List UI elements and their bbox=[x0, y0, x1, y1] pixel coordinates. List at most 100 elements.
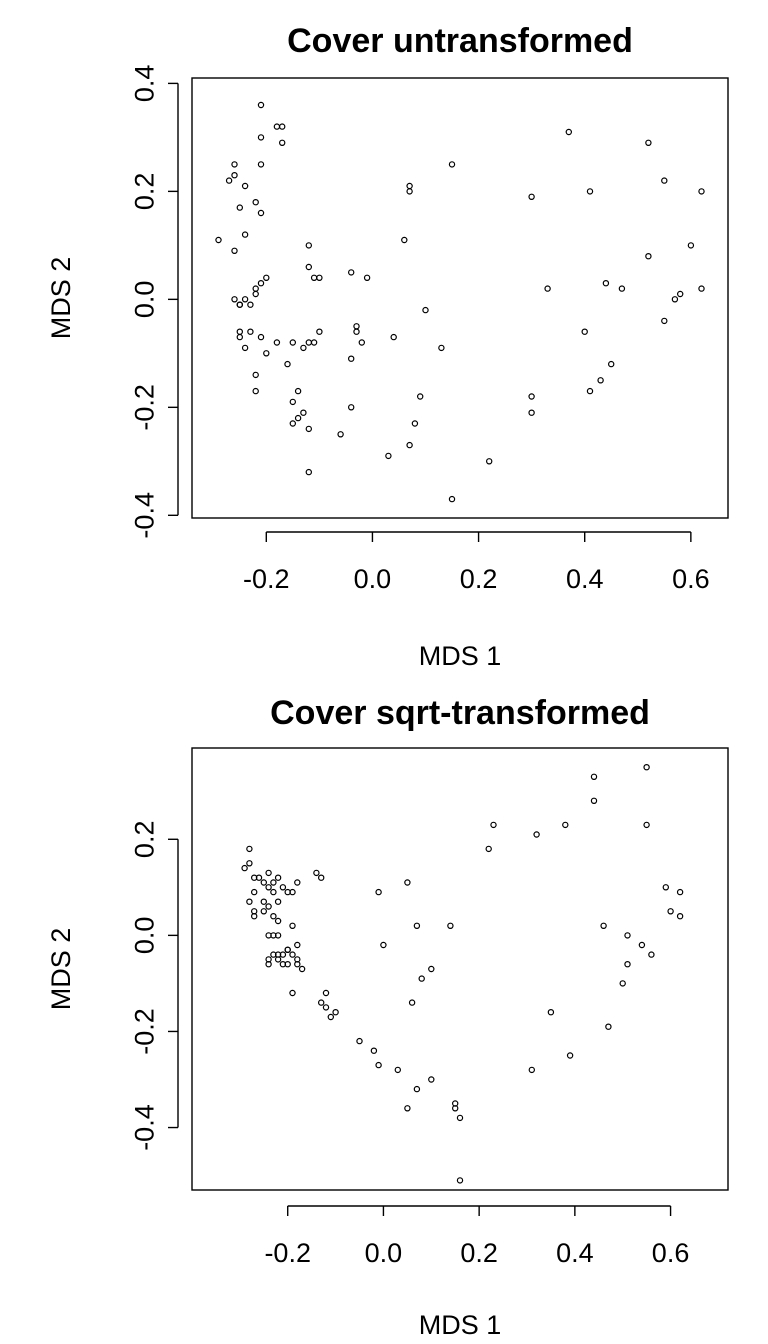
scatter-point bbox=[447, 922, 454, 930]
scatter-point bbox=[452, 1100, 459, 1107]
scatter-point bbox=[528, 409, 535, 416]
scatter-point bbox=[353, 328, 360, 335]
scatter-point bbox=[241, 231, 249, 238]
scatter-point bbox=[645, 253, 652, 260]
scatter-point bbox=[390, 333, 397, 341]
scatter-point bbox=[265, 903, 272, 910]
scatter-point bbox=[289, 420, 296, 427]
scatter-point bbox=[305, 242, 312, 249]
scatter-point bbox=[676, 913, 684, 920]
scatter-point bbox=[310, 274, 318, 281]
scatter-point bbox=[231, 247, 238, 254]
scatter-point bbox=[252, 371, 259, 379]
scatter-point bbox=[667, 908, 674, 915]
scatter-point bbox=[448, 495, 456, 503]
scatter-point bbox=[247, 328, 254, 335]
scatter-point bbox=[298, 965, 306, 973]
x-axis: -0.2 0.0 0.2 0.4 0.6 bbox=[243, 531, 710, 594]
scatter-point bbox=[322, 989, 330, 997]
y-axis-label: MDS 2 bbox=[46, 257, 76, 340]
scatter-point bbox=[404, 1105, 411, 1112]
scatter-point bbox=[263, 350, 270, 357]
scatter-point bbox=[448, 161, 456, 168]
scatter-point bbox=[289, 339, 296, 346]
scatter-point bbox=[528, 393, 535, 400]
x-tick-label: 0.2 bbox=[460, 564, 498, 594]
scatter-point bbox=[404, 879, 411, 886]
scatter-point bbox=[284, 961, 291, 968]
scatter-point bbox=[241, 296, 249, 303]
scatter-point bbox=[590, 797, 598, 805]
y-tick-label: 0.4 bbox=[129, 65, 159, 103]
scatter-point bbox=[608, 360, 615, 368]
scatter-point bbox=[418, 975, 425, 982]
scatter-point bbox=[265, 961, 272, 968]
scatter-point bbox=[289, 888, 296, 896]
scatter-point bbox=[252, 290, 259, 298]
scatter-point bbox=[332, 1009, 339, 1016]
y-tick-label: 0.0 bbox=[129, 281, 159, 319]
scatter-point bbox=[356, 1037, 363, 1045]
scatter-point bbox=[375, 888, 382, 896]
scatter-point bbox=[225, 177, 233, 184]
x-tick-label: 0.2 bbox=[460, 1238, 498, 1268]
scatter-point bbox=[348, 355, 355, 362]
scatter-point bbox=[638, 941, 646, 949]
scatter-point bbox=[624, 932, 631, 939]
scatter-point bbox=[274, 951, 282, 958]
scatter-point bbox=[279, 139, 286, 146]
scatter-point bbox=[597, 377, 604, 384]
scatter-point bbox=[241, 864, 248, 872]
scatter-point bbox=[456, 1177, 464, 1184]
chart-panel-sqrt-transformed: Cover sqrt-transformed -0.2 0.0 0.2 0.4 0.6 … bbox=[46, 694, 729, 1340]
scatter-point bbox=[279, 884, 287, 891]
scatter-point bbox=[624, 961, 631, 968]
scatter-point bbox=[318, 999, 325, 1006]
y-tick-label: -0.4 bbox=[129, 492, 159, 539]
scatter-point bbox=[566, 1052, 574, 1059]
x-tick-label: 0.0 bbox=[365, 1238, 403, 1268]
scatter-point bbox=[316, 274, 323, 281]
scatter-point bbox=[698, 188, 705, 195]
scatter-point bbox=[380, 941, 387, 949]
scatter-point bbox=[348, 269, 355, 276]
x-tick-label: 0.6 bbox=[672, 564, 710, 594]
x-tick-label: 0.6 bbox=[652, 1238, 690, 1268]
scatter-point bbox=[363, 274, 371, 281]
scatter-point bbox=[273, 339, 281, 346]
scatter-point bbox=[408, 999, 416, 1006]
scatter-point bbox=[274, 898, 282, 905]
y-tick-label: 0.2 bbox=[129, 173, 159, 211]
scatter-point bbox=[294, 414, 302, 422]
scatter-point bbox=[375, 1061, 382, 1069]
x-tick-label: 0.4 bbox=[556, 1238, 594, 1268]
scatter-point bbox=[322, 1004, 330, 1011]
scatter-point bbox=[270, 888, 277, 896]
scatter-point bbox=[257, 280, 265, 287]
scatter-point bbox=[370, 1047, 378, 1054]
scatter-point bbox=[661, 177, 668, 184]
y-axis: -0.4 -0.2 0.0 0.2 bbox=[129, 821, 179, 1151]
scatter-point bbox=[274, 932, 282, 939]
scatter-point bbox=[528, 1066, 536, 1074]
scatter-point bbox=[671, 296, 679, 303]
scatter-point bbox=[255, 874, 263, 881]
scatter-point bbox=[358, 339, 365, 346]
scatter-point bbox=[648, 951, 655, 958]
scatter-point bbox=[600, 922, 607, 930]
scatter-point bbox=[676, 888, 684, 896]
scatter-point bbox=[252, 198, 259, 206]
x-tick-label: -0.2 bbox=[264, 1238, 311, 1268]
scatter-point bbox=[406, 188, 413, 195]
scatter-point bbox=[406, 441, 413, 449]
scatter-point bbox=[257, 161, 265, 168]
scatter-point bbox=[586, 188, 594, 195]
scatter-point bbox=[250, 888, 258, 896]
scatter-point bbox=[236, 333, 243, 341]
scatter-point bbox=[661, 317, 668, 325]
y-tick-label: -0.2 bbox=[129, 384, 159, 431]
scatter-point bbox=[257, 209, 265, 217]
scatter-point bbox=[565, 128, 573, 136]
scatter-point bbox=[586, 387, 594, 395]
scatter-point bbox=[284, 360, 291, 368]
